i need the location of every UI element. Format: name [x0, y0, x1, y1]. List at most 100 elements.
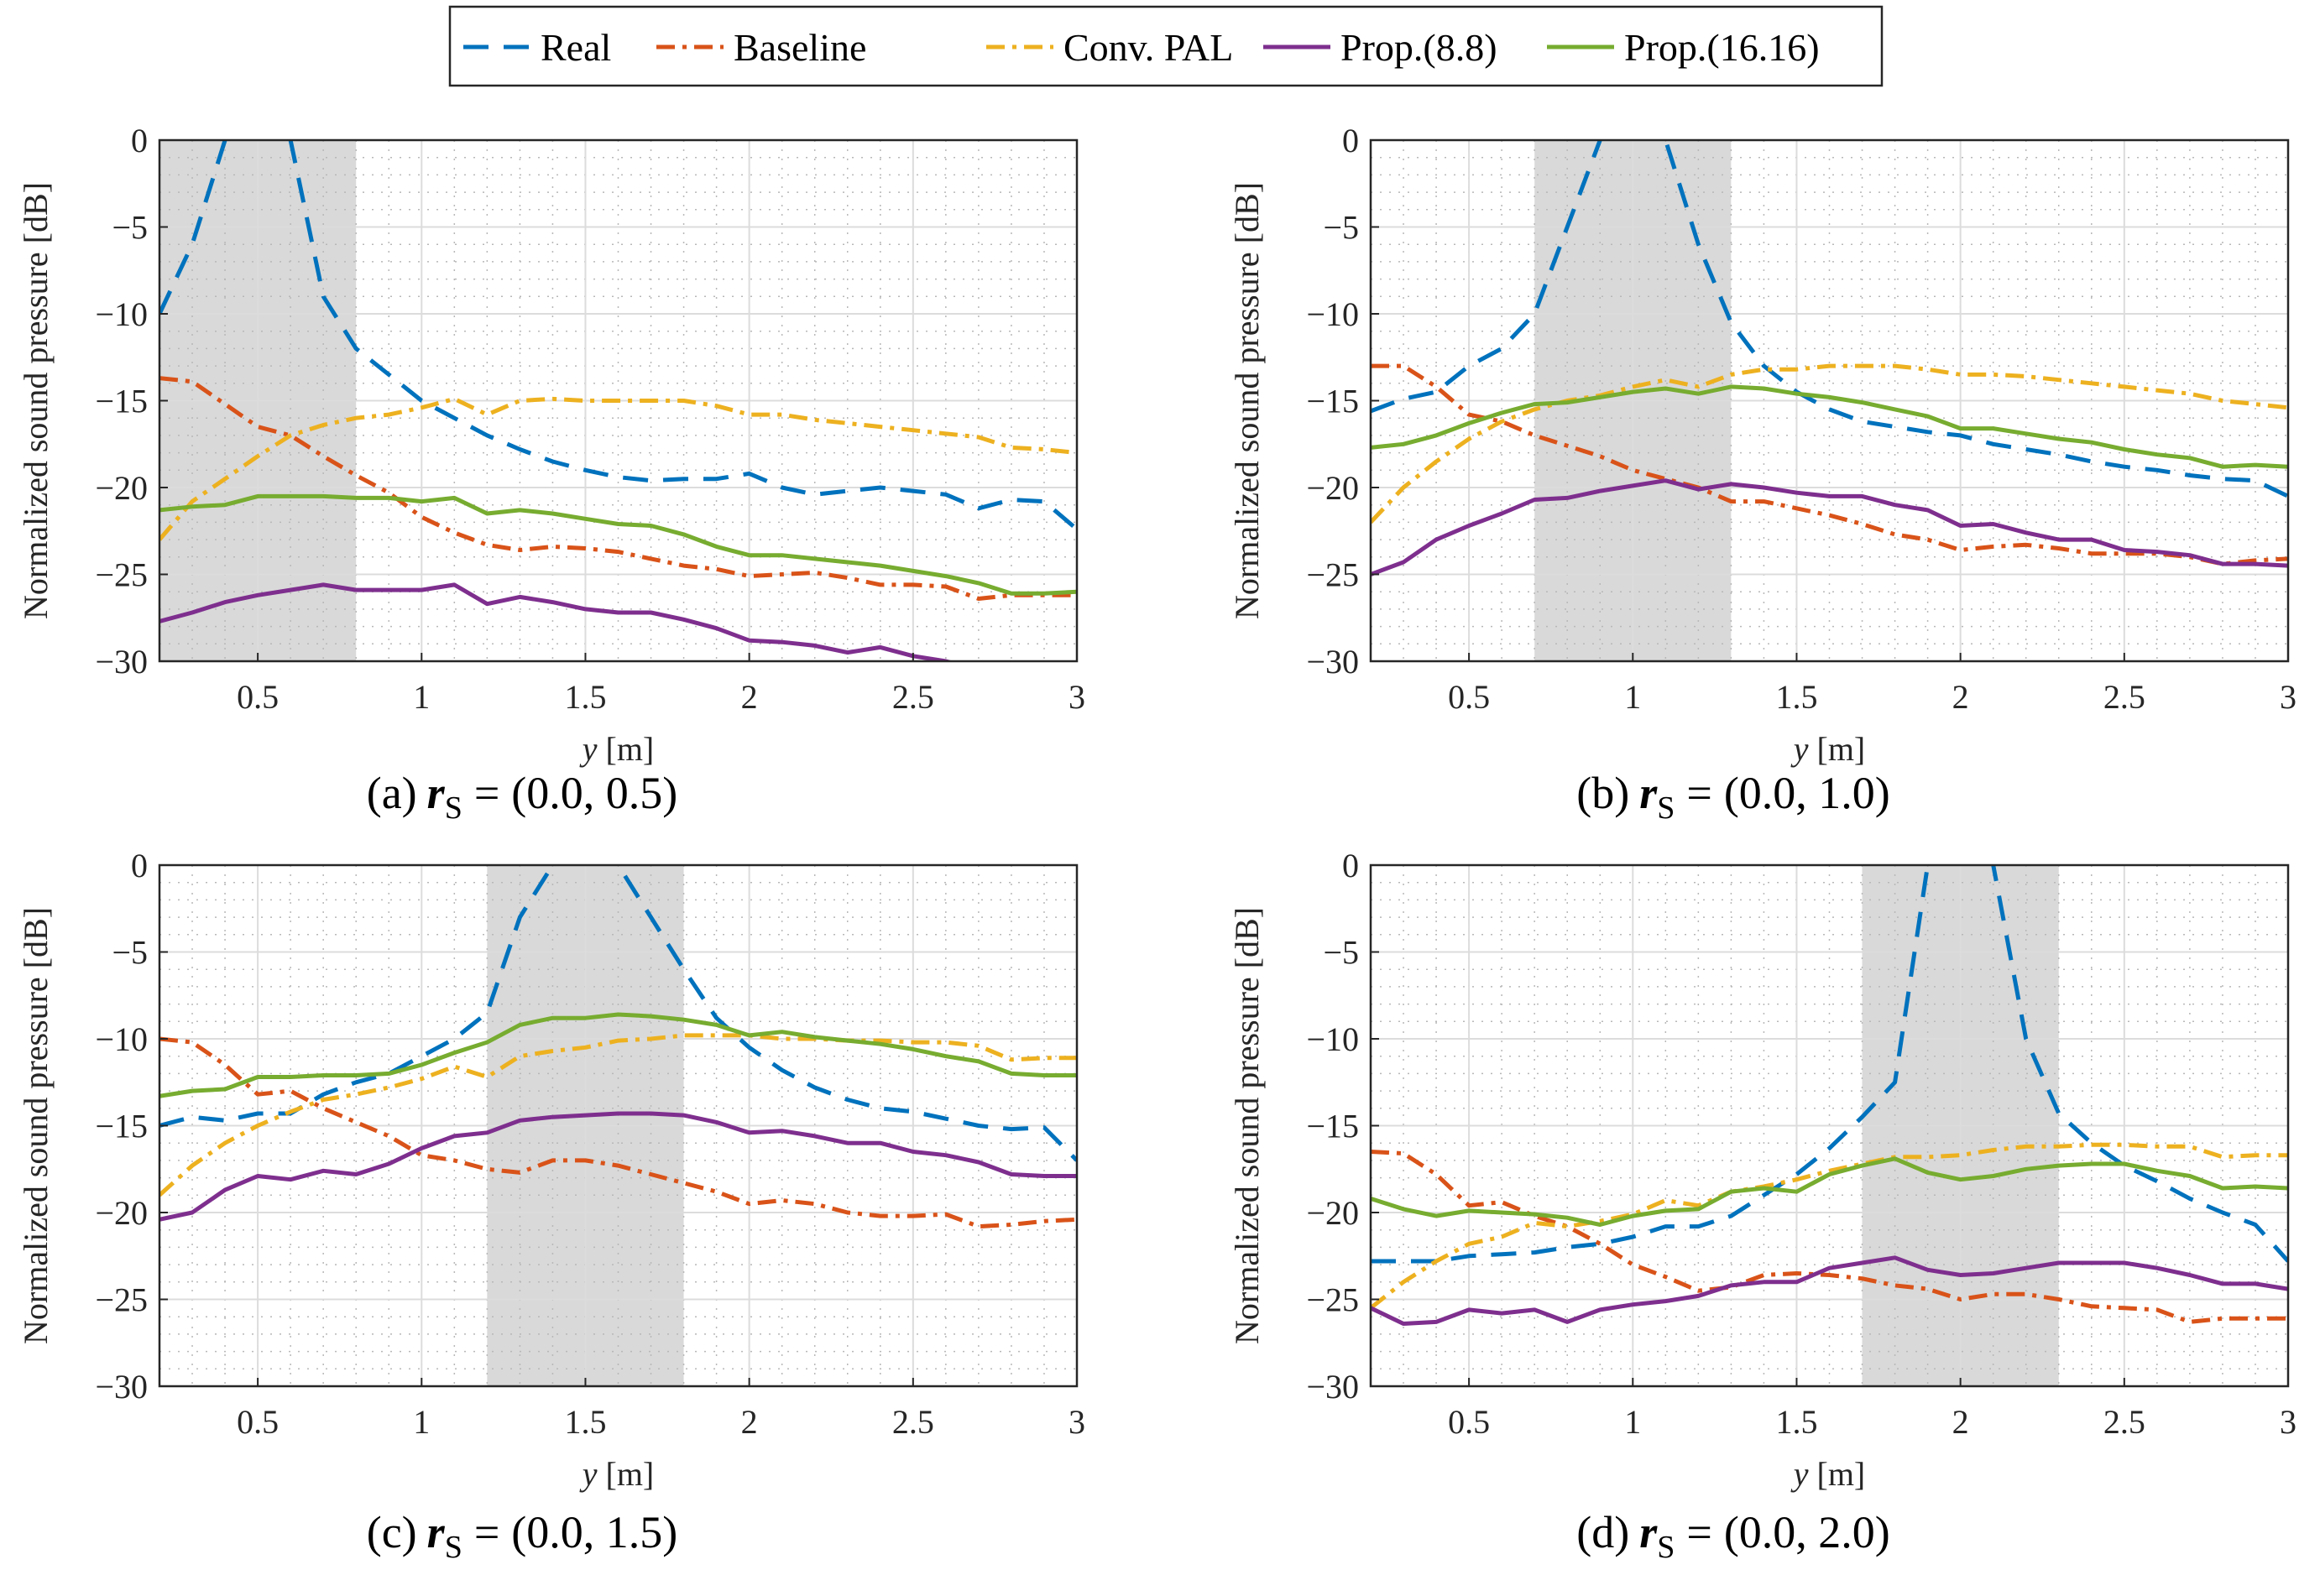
- caption-equals: =: [474, 1507, 499, 1557]
- caption-symbol: r: [1639, 1507, 1658, 1557]
- series-line-conv-pal: [159, 396, 1077, 541]
- x-tick-label: 1.5: [564, 1403, 606, 1441]
- x-tick-label: 2.5: [892, 678, 934, 716]
- series-line-conv-pal: [159, 1033, 1077, 1197]
- y-tick-label: −5: [1323, 934, 1359, 972]
- caption-symbol: r: [427, 1507, 446, 1557]
- series-line-prop-8-8: [159, 582, 954, 661]
- x-tick-label: 2.5: [2103, 678, 2145, 716]
- x-tick-label: 0.5: [1448, 678, 1490, 716]
- series-line-baseline: [159, 376, 1077, 601]
- series-line-conv-pal: [1371, 1142, 2288, 1310]
- y-tick-label: 0: [1342, 122, 1359, 159]
- caption-source-position: (0.0, 2.0): [1724, 1507, 1890, 1557]
- y-axis-label: Normalized sound pressure [dB]: [1228, 907, 1266, 1344]
- x-axis-var: y: [1790, 730, 1809, 768]
- legend-entry: Conv. PAL: [986, 26, 1233, 69]
- x-tick-label: 2: [741, 1403, 758, 1441]
- series-line-prop-16-16: [159, 1012, 1077, 1098]
- x-tick-label: 3: [1069, 678, 1085, 716]
- legend-label: Prop.(16.16): [1624, 26, 1820, 69]
- x-axis-unit: [m]: [1817, 730, 1866, 768]
- series-line-prop-8-8: [1371, 478, 2288, 576]
- legend-label: Baseline: [734, 26, 866, 69]
- series-line-prop-16-16: [1371, 384, 2288, 469]
- series-group: [1371, 865, 2288, 1326]
- caption-label: (d): [1576, 1507, 1629, 1557]
- x-tick-label: 2: [1952, 1403, 1969, 1441]
- y-tick-label: −10: [95, 295, 148, 333]
- y-tick-label: −10: [1306, 295, 1359, 333]
- y-tick-label: −15: [1306, 383, 1359, 420]
- x-tick-label: 3: [2280, 678, 2296, 716]
- legend-box: [448, 5, 1884, 87]
- caption-subscript: S: [1657, 790, 1675, 826]
- x-tick-label: 1: [413, 1403, 430, 1441]
- y-tick-label: −20: [1306, 1194, 1359, 1232]
- x-tick-label: 2.5: [2103, 1403, 2145, 1441]
- y-tick-label: 0: [131, 122, 148, 159]
- caption-subscript: S: [445, 790, 462, 826]
- subplot-caption: (c) rS = (0.0, 1.5): [367, 1507, 678, 1565]
- series-line-prop-16-16: [1371, 1156, 2288, 1227]
- series-line-conv-pal: [1371, 363, 2288, 524]
- y-tick-label: −5: [112, 934, 148, 972]
- legend-label: Prop.(8.8): [1340, 26, 1497, 69]
- legend-entry: Prop.(16.16): [1547, 26, 1820, 69]
- y-tick-label: 0: [131, 847, 148, 884]
- caption-label: (a): [367, 768, 417, 818]
- x-tick-label: 2.5: [892, 1403, 934, 1441]
- y-tick-label: −30: [95, 1368, 148, 1406]
- y-tick-label: −25: [1306, 556, 1359, 594]
- y-tick-label: −20: [95, 1194, 148, 1232]
- caption-symbol: r: [1639, 768, 1658, 818]
- y-tick-label: −30: [1306, 1368, 1359, 1406]
- y-tick-label: −10: [1306, 1020, 1359, 1058]
- legend-label: Conv. PAL: [1063, 26, 1233, 69]
- x-tick-label: 0.5: [1448, 1403, 1490, 1441]
- x-tick-label: 0.5: [237, 678, 279, 716]
- x-tick-label: 1: [1624, 678, 1641, 716]
- caption-equals: =: [1686, 768, 1711, 818]
- x-axis-var: y: [579, 730, 598, 768]
- y-axis-label: Normalized sound pressure [dB]: [1228, 182, 1266, 619]
- panels: 0.5 1 1.5 2 2.5 30−5−10−15−20−25−30y [m]Normal…: [17, 122, 2296, 1565]
- x-tick-label: 0.5: [237, 1403, 279, 1441]
- x-tick-label: 1: [1624, 1403, 1641, 1441]
- x-tick-label: 3: [1069, 1403, 1085, 1441]
- x-axis-unit: [m]: [1817, 1455, 1866, 1493]
- x-axis-label: y [m]: [579, 730, 655, 768]
- y-tick-label: −20: [1306, 469, 1359, 507]
- series-line-baseline: [1371, 363, 2288, 566]
- series-group: [1371, 140, 2288, 576]
- caption-symbol: r: [427, 768, 446, 818]
- legend-entry: Prop.(8.8): [1263, 26, 1497, 69]
- subplot-caption: (a) rS = (0.0, 0.5): [367, 768, 678, 826]
- series-line-real: [1371, 140, 2288, 498]
- x-axis-unit: [m]: [606, 730, 655, 768]
- y-tick-label: −15: [95, 1108, 148, 1145]
- x-axis-label: y [m]: [1790, 730, 1866, 768]
- caption-equals: =: [1686, 1507, 1711, 1557]
- y-tick-label: −25: [95, 556, 148, 594]
- x-tick-label: 1.5: [564, 678, 606, 716]
- caption-source-position: (0.0, 1.0): [1724, 768, 1890, 818]
- y-tick-label: −20: [95, 469, 148, 507]
- legend-entry: Real: [463, 26, 611, 69]
- series-group: [159, 140, 1077, 661]
- series-line-real: [159, 140, 1077, 531]
- series-group: [159, 865, 1077, 1229]
- y-tick-label: −30: [1306, 643, 1359, 681]
- x-tick-label: 3: [2280, 1403, 2296, 1441]
- y-tick-label: −5: [112, 209, 148, 247]
- series-line-real: [159, 865, 1077, 1162]
- series-line-prop-8-8: [159, 1111, 1077, 1222]
- x-axis-label: y [m]: [579, 1455, 655, 1493]
- caption-subscript: S: [445, 1530, 462, 1565]
- caption-source-position: (0.0, 0.5): [511, 768, 677, 818]
- y-tick-label: −30: [95, 643, 148, 681]
- legend-entry: Baseline: [656, 26, 866, 69]
- y-tick-label: −25: [95, 1281, 148, 1319]
- x-axis-unit: [m]: [606, 1455, 655, 1493]
